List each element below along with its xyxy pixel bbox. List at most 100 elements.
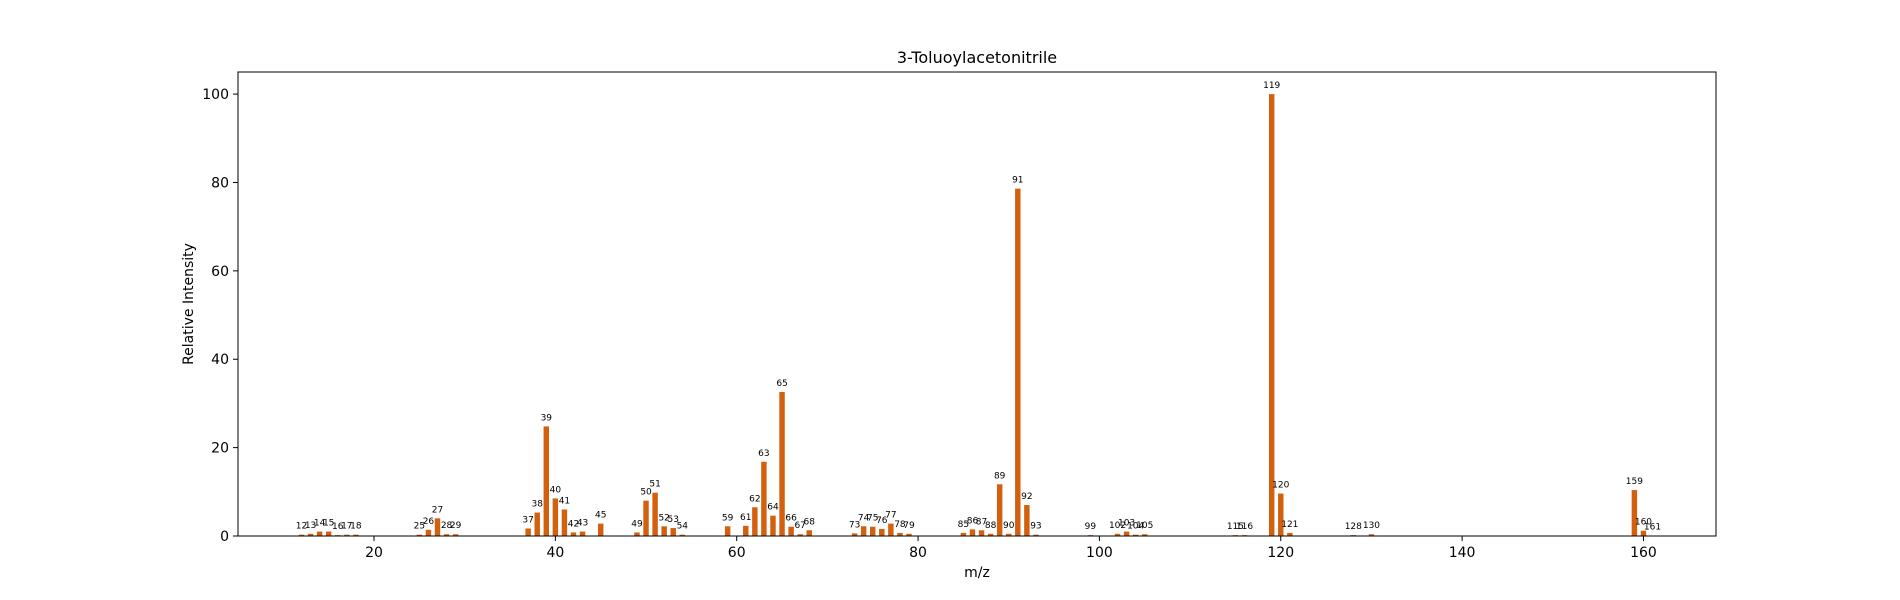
bar-label: 52 — [658, 513, 669, 523]
bar — [1268, 94, 1275, 536]
bar — [670, 528, 676, 536]
bar — [661, 526, 667, 536]
bar-label: 26 — [423, 517, 435, 527]
bar — [1015, 188, 1021, 536]
bar — [452, 534, 459, 536]
bar-label: 61 — [740, 513, 751, 523]
bar-label: 115 — [1227, 522, 1244, 532]
bar-label: 25 — [414, 522, 425, 532]
bar-label: 102 — [1109, 521, 1126, 531]
bar-label: 159 — [1626, 477, 1643, 487]
bar-label: 28 — [441, 521, 453, 531]
bar — [1278, 493, 1284, 536]
bar-label: 73 — [849, 520, 860, 530]
bar — [1033, 534, 1039, 536]
bar — [806, 530, 812, 536]
bar — [316, 531, 323, 536]
bar-label: 43 — [577, 519, 588, 529]
bar — [416, 534, 423, 536]
bar — [860, 526, 867, 536]
bar-label: 62 — [749, 494, 760, 504]
bar-label: 64 — [767, 503, 779, 513]
bar — [434, 518, 441, 536]
bar-label: 77 — [885, 511, 896, 521]
bar-label: 17 — [341, 522, 352, 532]
bar — [543, 426, 550, 536]
plot-area-frame — [237, 71, 1717, 537]
bar-label: 49 — [631, 519, 643, 529]
bar-label: 54 — [677, 522, 689, 532]
bar — [1006, 533, 1012, 536]
bar-label: 91 — [1012, 176, 1023, 186]
bar — [724, 526, 731, 536]
bar-label: 99 — [1085, 522, 1097, 532]
bar-label: 116 — [1236, 522, 1253, 532]
bar-label: 67 — [794, 521, 805, 531]
bar — [743, 525, 749, 536]
bar — [443, 534, 450, 536]
bar-label: 93 — [1030, 522, 1041, 532]
bar — [851, 533, 858, 536]
bar-label: 41 — [559, 496, 570, 506]
bar — [752, 507, 758, 536]
bar-label: 130 — [1363, 521, 1380, 531]
bar — [788, 526, 794, 536]
bar-label: 39 — [541, 413, 553, 423]
bar — [561, 509, 568, 536]
bar — [978, 530, 985, 536]
x-tick-label: 120 — [1267, 545, 1294, 561]
x-tick-label: 100 — [1086, 545, 1113, 561]
bar — [353, 534, 359, 536]
x-tick-label: 60 — [728, 545, 746, 561]
bar — [779, 391, 785, 536]
bar — [534, 512, 540, 536]
bar — [597, 523, 604, 536]
bar-label: 121 — [1281, 520, 1298, 530]
x-tick-label: 40 — [546, 545, 564, 561]
bar — [969, 529, 976, 536]
bar-label: 105 — [1136, 521, 1153, 531]
bar-label: 12 — [296, 522, 307, 532]
bar — [996, 484, 1003, 536]
bar-label: 90 — [1003, 521, 1015, 531]
y-tick-label: 20 — [211, 441, 229, 457]
bar-label: 13 — [305, 521, 316, 531]
bar — [552, 498, 559, 536]
y-tick-label: 40 — [211, 352, 229, 368]
bar — [761, 461, 767, 536]
bar — [987, 533, 994, 536]
bar-label: 85 — [958, 520, 969, 530]
bar — [344, 534, 350, 536]
bar — [1368, 534, 1375, 536]
bar-label: 161 — [1644, 523, 1661, 533]
bar-label: 18 — [350, 522, 362, 532]
bar-label: 51 — [649, 480, 660, 490]
bar-label: 160 — [1635, 518, 1652, 528]
y-axis-label: Relative Intensity — [181, 243, 197, 365]
bar-label: 16 — [332, 522, 344, 532]
bar — [579, 531, 586, 536]
bar — [325, 531, 332, 536]
bar-label: 15 — [323, 519, 334, 529]
bar-label: 40 — [550, 485, 562, 495]
x-axis-ticks: 20 40 60 80 100 120 140 160 — [365, 536, 1657, 561]
bar-label: 75 — [867, 514, 878, 524]
bars-group — [298, 94, 1656, 536]
bar — [1287, 532, 1293, 536]
bar — [870, 526, 876, 536]
bar — [906, 533, 912, 536]
bar — [879, 528, 885, 536]
y-tick-label: 60 — [211, 264, 229, 280]
bar — [797, 534, 803, 536]
bar — [643, 500, 649, 536]
bar — [1114, 533, 1121, 536]
bar-label: 119 — [1263, 81, 1280, 91]
x-axis-label: m/z — [964, 565, 990, 581]
bar-label: 92 — [1021, 492, 1032, 502]
bar-label: 65 — [776, 379, 787, 389]
chart-title: 3-Toluoylacetonitrile — [897, 48, 1057, 67]
y-tick-label: 80 — [211, 175, 229, 191]
bar-label: 45 — [595, 511, 606, 521]
bar — [298, 534, 305, 536]
